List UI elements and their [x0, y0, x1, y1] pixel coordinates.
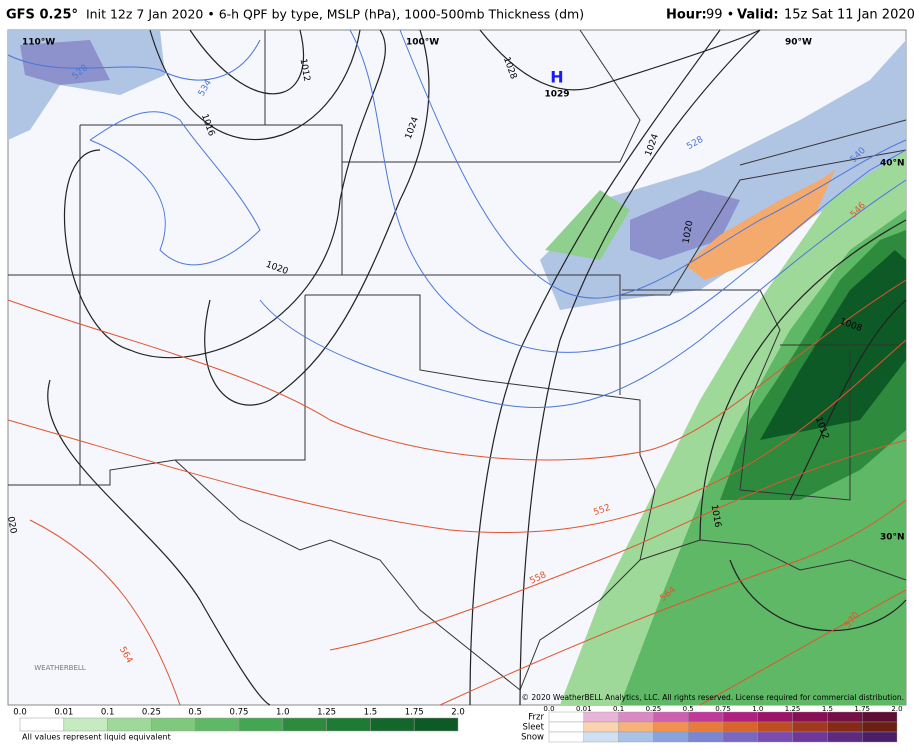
ptype-row-label: Sleet: [522, 723, 544, 733]
qpf-tick-label: 0.01: [54, 708, 73, 718]
qpf-tick-label: 0.5: [188, 708, 202, 718]
ptype-color-cell: [653, 731, 689, 743]
qpf-color-cell: [282, 717, 327, 732]
sleet-area: [685, 170, 835, 280]
qpf-tick-label: 1.0: [276, 708, 290, 718]
ptype-color-cell: [827, 731, 863, 743]
ptype-color-cell: [722, 731, 758, 743]
ptype-color-cell: [548, 731, 584, 743]
graticule-label: 40°N: [880, 159, 905, 169]
qpf-tick-label: 0.1: [101, 708, 115, 718]
qpf-color-cell: [238, 717, 284, 732]
qpf-legend: 0.0 0.01 0.1 0.25 0.5 0.75 1.0 1.25 1.5 1.75 2.0: [13, 708, 465, 732]
graticule-label: 110°W: [22, 38, 55, 48]
ptype-color-cell: [548, 711, 584, 723]
ptype-tick-label: 0.0: [543, 705, 554, 713]
ptype-color-cell: [653, 711, 689, 723]
qpf-tick-label: 0.0: [13, 708, 27, 718]
ptype-tick-label: 1.0: [752, 705, 763, 713]
qpf-tick-label: 0.75: [230, 708, 249, 718]
ptype-color-cell: [862, 721, 898, 733]
ptype-row-label: Snow: [521, 733, 544, 743]
ptype-color-cell: [792, 731, 828, 743]
isobar-label: 1012: [298, 58, 312, 82]
high-pressure: 1029: [544, 90, 569, 100]
qpf-color-cell: [151, 717, 196, 732]
hour-label: Hour:: [666, 8, 707, 23]
ptype-color-cell: [618, 731, 654, 743]
rain-area: [545, 190, 630, 260]
qpf-color-cell: [63, 717, 108, 732]
isobar-label: 1016: [709, 504, 723, 529]
thickness-high: [7, 279, 907, 706]
ptype-color-cell: [757, 721, 793, 733]
ptype-color-cell: [792, 721, 828, 733]
qpf-tick-label: 1.5: [364, 708, 378, 718]
qpf-color-cell: [107, 717, 152, 732]
ptype-color-cell: [827, 711, 863, 723]
hour-value: 99 •: [706, 8, 734, 23]
isobar-label: 020: [5, 516, 18, 535]
valid-value: 15z Sat 11 Jan 2020: [784, 8, 914, 23]
qpf-color-cell: [326, 717, 371, 732]
ptype-color-cell: [722, 711, 758, 723]
ptype-legend: 0.0 0.01 0.1 0.25 0.5 0.75 1.0 1.25 1.5 1.75 2.0 Fr…: [521, 705, 903, 743]
ptype-row-label: Frzr: [528, 713, 544, 723]
ptype-color-cell: [583, 731, 619, 743]
qpf-tick-label: 1.25: [317, 708, 336, 718]
ptype-color-cell: [757, 731, 793, 743]
ptype-color-cell: [583, 721, 619, 733]
ptype-color-cell: [688, 731, 724, 743]
logo: WEATHERBELL: [34, 664, 86, 672]
ptype-color-cell: [757, 711, 793, 723]
graticule-label: 100°W: [406, 38, 439, 48]
isobar-label: 1020: [682, 220, 696, 245]
ptype-color-cell: [827, 721, 863, 733]
ptype-color-cell: [722, 721, 758, 733]
valid-label: Valid:: [737, 8, 779, 23]
ptype-tick-label: 0.75: [715, 705, 731, 713]
state-borders: [8, 29, 907, 691]
thickness-low: [7, 29, 907, 408]
ptype-color-cell: [618, 721, 654, 733]
qpf-color-cell: [370, 717, 415, 732]
ptype-color-cell: [792, 711, 828, 723]
qpf-color-cell: [19, 717, 65, 732]
copyright: © 2020 WeatherBELL Analytics, LLC. All r…: [522, 693, 904, 702]
ptype-color-cell: [618, 711, 654, 723]
ptype-tick-label: 1.75: [854, 705, 870, 713]
ptype-tick-label: 0.1: [613, 705, 624, 713]
ptype-color-cell: [688, 721, 724, 733]
heavy-snow-area: [20, 40, 110, 85]
qpf-tick-label: 0.25: [142, 708, 161, 718]
ptype-tick-label: 1.25: [785, 705, 801, 713]
high-label: H: [550, 68, 563, 87]
ptype-tick-label: 2.0: [891, 705, 902, 713]
qpf-color-cell: [194, 717, 240, 732]
ptype-color-cell: [688, 711, 724, 723]
ptype-tick-label: 0.01: [576, 705, 592, 713]
legend-note: All values represent liquid equivalent: [22, 733, 171, 742]
qpf-color-cell: [413, 717, 459, 732]
description: Init 12z 7 Jan 2020 • 6-h QPF by type, M…: [86, 7, 584, 22]
ptype-color-cell: [862, 731, 898, 743]
qpf-tick-label: 1.75: [405, 708, 424, 718]
ptype-tick-label: 0.25: [646, 705, 662, 713]
ptype-color-cell: [862, 711, 898, 723]
ptype-tick-label: 0.5: [683, 705, 694, 713]
graticule-label: 30°N: [880, 533, 905, 543]
qpf-tick-label: 2.0: [451, 708, 465, 718]
ptype-color-cell: [548, 721, 584, 733]
ptype-color-cell: [653, 721, 689, 733]
ptype-color-cell: [583, 711, 619, 723]
ptype-tick-label: 1.5: [822, 705, 833, 713]
graticule-label: 90°W: [785, 38, 812, 48]
model-name: GFS 0.25°: [6, 8, 78, 23]
